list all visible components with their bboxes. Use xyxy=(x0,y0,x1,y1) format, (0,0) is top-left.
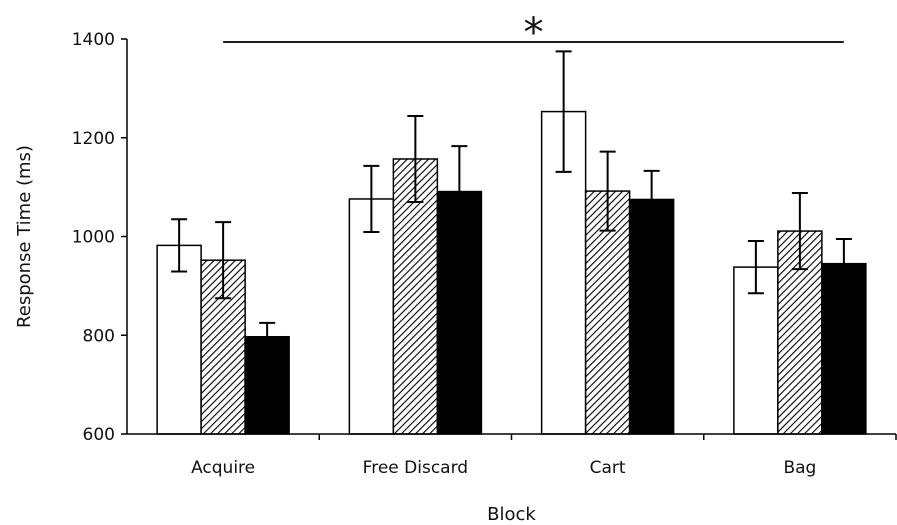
bar-black-acquire xyxy=(244,335,290,435)
bars-layer xyxy=(156,110,867,435)
y-tick-label: 600 xyxy=(83,425,115,445)
bar-black-free-discard xyxy=(436,190,483,435)
x-axis-label: Block xyxy=(487,504,536,525)
bar-black-cart xyxy=(628,198,675,435)
y-tick-label: 1400 xyxy=(72,30,115,50)
x-tick-label: Cart xyxy=(590,458,626,478)
bar-white-acquire xyxy=(156,244,202,435)
significance-annotation: * xyxy=(223,10,844,56)
y-tick-label: 1000 xyxy=(72,228,115,248)
significance-star: * xyxy=(524,10,544,56)
y-tick-label: 1200 xyxy=(72,129,115,149)
labels-layer: Acquire Free Discard Cart Bag 600 800 1000 1200… xyxy=(72,30,817,478)
x-tick-label: Acquire xyxy=(191,458,255,478)
x-tick-label: Bag xyxy=(783,458,816,478)
axes-layer xyxy=(121,38,897,440)
x-tick-label: Free Discard xyxy=(363,458,468,478)
error-bars-layer xyxy=(171,50,852,352)
bar-white-free-discard xyxy=(348,198,395,435)
y-tick-label: 800 xyxy=(83,326,115,346)
y-axis-label: Response Time (ms) xyxy=(14,145,35,328)
